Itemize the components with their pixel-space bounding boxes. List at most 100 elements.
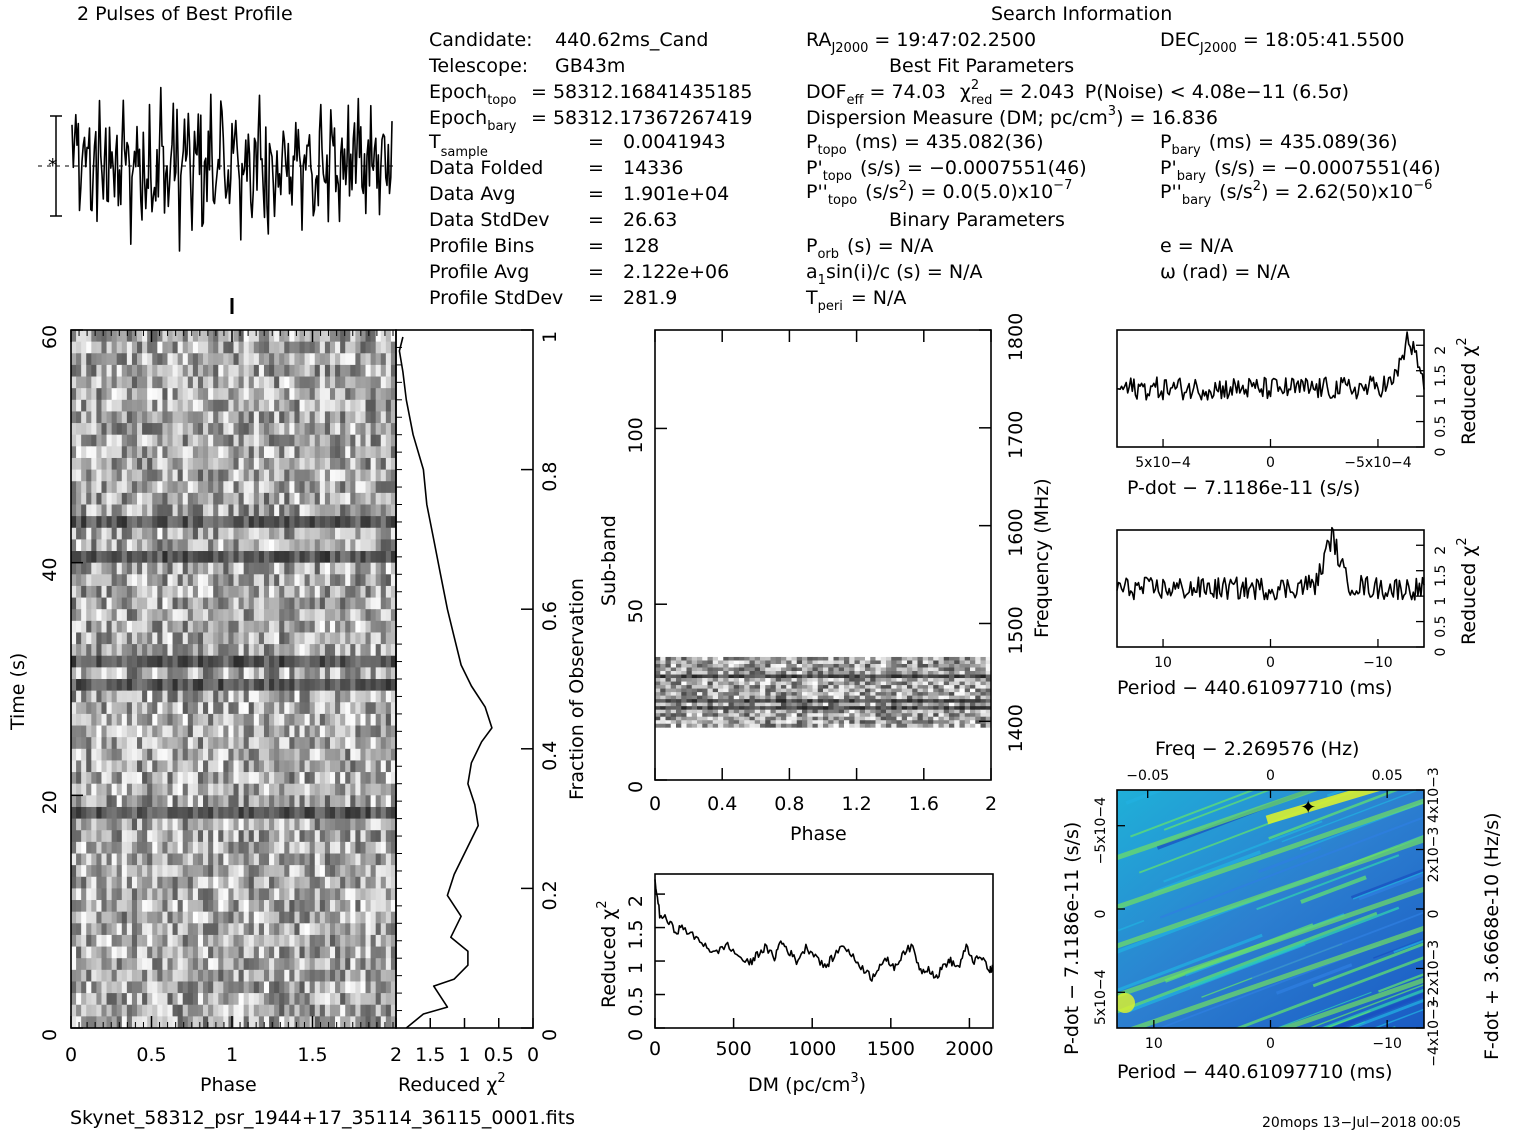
time-phase-cell bbox=[375, 981, 382, 994]
time-phase-cell bbox=[294, 713, 300, 726]
subband-cell bbox=[954, 674, 960, 679]
time-phase-cell bbox=[269, 783, 275, 796]
tick-label: 0.5 bbox=[484, 1044, 514, 1066]
time-phase-cell bbox=[253, 655, 260, 668]
time-phase-cell bbox=[365, 934, 372, 947]
time-phase-cell bbox=[279, 783, 285, 796]
time-phase-cell bbox=[106, 457, 113, 470]
time-phase-cell bbox=[375, 364, 382, 377]
subband-cell bbox=[928, 671, 934, 675]
time-phase-cell bbox=[126, 993, 133, 1006]
time-phase-cell bbox=[324, 574, 331, 587]
time-phase-cell bbox=[213, 353, 219, 366]
subband-cell bbox=[697, 695, 703, 700]
time-phase-cell bbox=[213, 667, 219, 680]
time-phase-cell bbox=[263, 841, 270, 854]
time-phase-cell bbox=[355, 981, 361, 994]
time-phase-cell bbox=[380, 865, 387, 878]
subband-cell bbox=[985, 656, 992, 661]
time-phase-cell bbox=[152, 830, 158, 843]
time-phase-cell bbox=[81, 841, 87, 854]
subband-cell bbox=[922, 681, 929, 686]
time-phase-cell bbox=[76, 609, 82, 622]
time-phase-cell bbox=[81, 900, 87, 913]
time-phase-cell bbox=[192, 865, 199, 878]
time-phase-cell bbox=[131, 679, 138, 692]
time-phase-cell bbox=[233, 399, 239, 412]
time-phase-cell bbox=[111, 411, 118, 424]
time-phase-cell bbox=[228, 376, 234, 389]
time-phase-cell bbox=[177, 388, 184, 401]
time-phase-cell bbox=[329, 853, 336, 866]
time-phase-cell bbox=[269, 679, 275, 692]
time-phase-cell bbox=[309, 353, 316, 366]
time-phase-cell bbox=[269, 923, 275, 936]
time-phase-cell bbox=[329, 399, 336, 412]
time-phase-cell bbox=[294, 1004, 300, 1017]
time-phase-cell bbox=[274, 865, 280, 878]
time-phase-cell bbox=[177, 457, 184, 470]
time-phase-cell bbox=[71, 911, 77, 924]
time-phase-cell bbox=[162, 446, 168, 459]
time-phase-cell bbox=[167, 341, 173, 354]
time-phase-cell bbox=[365, 806, 372, 819]
time-phase-cell bbox=[243, 679, 250, 692]
time-phase-cell bbox=[314, 923, 321, 936]
time-phase-cell bbox=[187, 411, 194, 424]
time-phase-cell bbox=[238, 772, 245, 785]
subband-cell bbox=[849, 667, 855, 672]
time-phase-cell bbox=[269, 795, 275, 808]
time-phase-cell bbox=[314, 376, 321, 389]
subband-cell bbox=[833, 699, 840, 704]
time-phase-cell bbox=[116, 516, 123, 529]
time-phase-cell bbox=[131, 1016, 138, 1029]
time-phase-cell bbox=[269, 423, 275, 436]
time-phase-cell bbox=[269, 888, 275, 901]
time-phase-cell bbox=[76, 853, 82, 866]
time-phase-cell bbox=[116, 492, 123, 505]
subband-cell bbox=[791, 660, 798, 665]
subband-cell bbox=[775, 667, 782, 672]
time-phase-cell bbox=[147, 376, 153, 389]
time-phase-cell bbox=[390, 737, 397, 750]
time-phase-cell bbox=[71, 341, 77, 354]
subband-cell bbox=[922, 656, 929, 661]
time-phase-cell bbox=[203, 795, 209, 808]
time-phase-cell bbox=[284, 934, 290, 947]
time-phase-cell bbox=[324, 330, 331, 343]
time-phase-cell bbox=[324, 981, 331, 994]
subband-cell bbox=[775, 656, 782, 661]
time-phase-cell bbox=[355, 597, 361, 610]
time-phase-cell bbox=[126, 516, 133, 529]
time-phase-cell bbox=[314, 760, 321, 773]
time-phase-cell bbox=[111, 748, 118, 761]
time-phase-cell bbox=[213, 806, 219, 819]
time-phase-cell bbox=[370, 865, 377, 878]
time-phase-cell bbox=[233, 702, 239, 715]
subband-cell bbox=[907, 671, 913, 675]
time-phase-cell bbox=[172, 364, 179, 377]
time-phase-cell bbox=[289, 783, 295, 796]
time-phase-cell bbox=[243, 539, 250, 552]
time-phase-cell bbox=[223, 620, 229, 633]
time-phase-cell bbox=[309, 551, 316, 564]
time-phase-cell bbox=[162, 341, 168, 354]
time-phase-cell bbox=[137, 585, 143, 598]
subband-cell bbox=[817, 674, 824, 679]
time-phase-cell bbox=[284, 597, 290, 610]
time-phase-cell bbox=[86, 690, 92, 703]
time-phase-cell bbox=[76, 958, 82, 971]
time-phase-cell bbox=[101, 783, 107, 796]
time-phase-cell bbox=[208, 737, 214, 750]
time-phase-cell bbox=[177, 353, 184, 366]
time-phase-cell bbox=[106, 783, 113, 796]
subband-cell bbox=[880, 688, 887, 693]
time-phase-cell bbox=[269, 457, 275, 470]
time-phase-cell bbox=[360, 376, 366, 389]
time-phase-cell bbox=[131, 969, 138, 982]
time-phase-cell bbox=[294, 562, 300, 575]
time-phase-cell bbox=[182, 830, 189, 843]
time-phase-cell bbox=[319, 457, 326, 470]
time-phase-cell bbox=[121, 481, 128, 494]
time-phase-cell bbox=[253, 783, 260, 796]
